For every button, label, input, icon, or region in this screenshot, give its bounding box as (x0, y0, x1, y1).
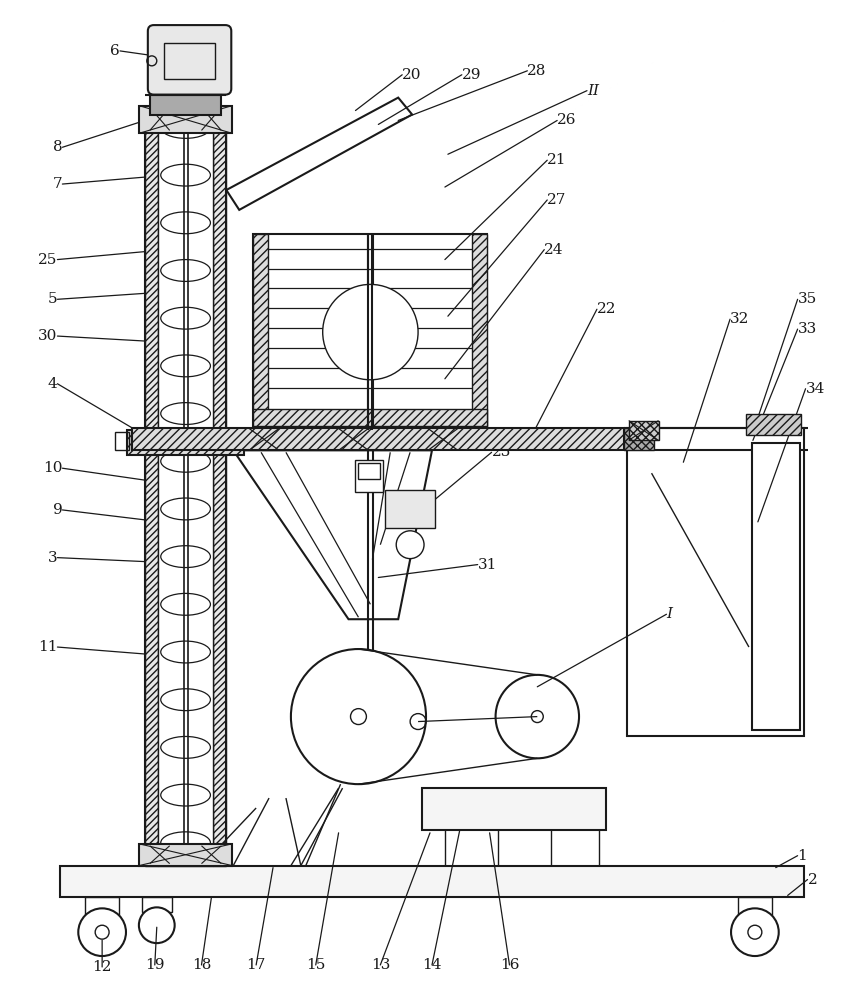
Text: 10: 10 (43, 461, 63, 475)
Text: 31: 31 (477, 558, 497, 572)
Text: 22: 22 (597, 302, 617, 316)
Text: 32: 32 (730, 312, 749, 326)
Bar (213, 111, 226, 866)
Text: 7: 7 (52, 177, 63, 191)
Circle shape (78, 908, 126, 956)
Text: 25: 25 (38, 253, 58, 267)
Text: 5: 5 (48, 292, 58, 306)
Circle shape (322, 284, 418, 380)
Text: 14: 14 (422, 958, 442, 972)
Bar (157, 111, 213, 866)
Text: 3: 3 (48, 551, 58, 565)
Text: 2: 2 (808, 873, 817, 887)
Bar (422, 788, 605, 830)
Text: 35: 35 (797, 292, 817, 306)
Text: 15: 15 (306, 958, 325, 972)
Bar (163, 43, 215, 79)
Bar (115, 432, 129, 450)
Bar (752, 443, 800, 730)
Text: 23: 23 (492, 445, 511, 459)
Bar (624, 428, 654, 450)
Text: 6: 6 (110, 44, 120, 58)
Text: 24: 24 (544, 243, 564, 257)
Text: 16: 16 (500, 958, 519, 972)
Text: 26: 26 (557, 113, 577, 127)
Bar (127, 430, 244, 455)
Text: 12: 12 (92, 960, 112, 974)
Text: 18: 18 (192, 958, 212, 972)
Circle shape (291, 649, 426, 784)
Bar (139, 844, 232, 866)
Bar (253, 409, 487, 426)
Bar (627, 428, 803, 736)
Bar (132, 428, 624, 450)
Polygon shape (233, 450, 432, 619)
Bar (253, 234, 268, 430)
Circle shape (396, 531, 424, 559)
Bar (355, 460, 384, 492)
Bar (385, 490, 435, 528)
FancyBboxPatch shape (148, 25, 231, 95)
Text: I: I (666, 607, 673, 621)
Bar (150, 95, 221, 115)
Text: 33: 33 (797, 322, 817, 336)
Text: 13: 13 (371, 958, 390, 972)
Text: 8: 8 (52, 140, 63, 154)
Bar (746, 414, 801, 435)
Text: 29: 29 (462, 68, 482, 82)
Circle shape (139, 907, 175, 943)
Bar (60, 866, 803, 897)
Text: 34: 34 (806, 382, 825, 396)
Text: 19: 19 (145, 958, 164, 972)
Text: 20: 20 (402, 68, 421, 82)
Text: 4: 4 (47, 377, 58, 391)
Bar (629, 421, 659, 440)
Bar (359, 463, 380, 479)
Circle shape (495, 675, 579, 758)
Bar (472, 234, 487, 430)
Bar (253, 234, 487, 430)
Polygon shape (226, 98, 412, 210)
Text: 11: 11 (38, 640, 58, 654)
Text: 27: 27 (547, 193, 567, 207)
Text: 28: 28 (527, 64, 547, 78)
Text: 9: 9 (52, 503, 63, 517)
Text: 21: 21 (547, 153, 567, 167)
Bar (85, 897, 119, 915)
Text: II: II (587, 84, 599, 98)
Text: 17: 17 (247, 958, 266, 972)
Text: 30: 30 (38, 329, 58, 343)
Bar (139, 106, 232, 133)
Bar (738, 897, 771, 915)
Circle shape (731, 908, 779, 956)
Bar (144, 111, 157, 866)
Text: 1: 1 (797, 849, 808, 863)
Bar (142, 897, 172, 912)
